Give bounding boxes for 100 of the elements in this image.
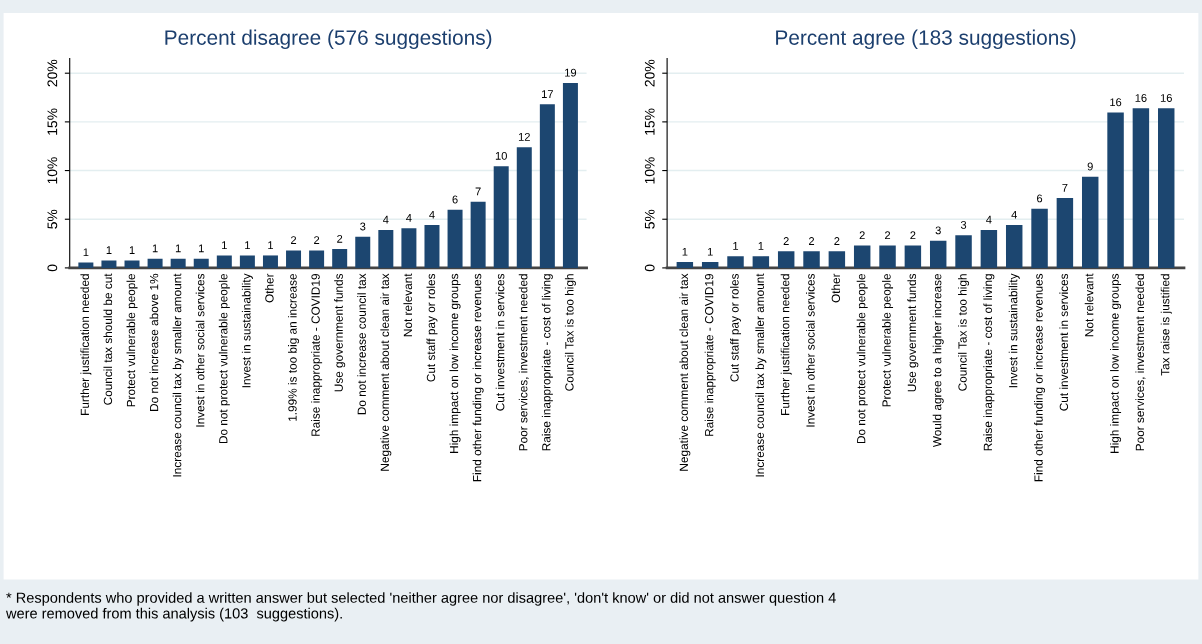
data-label: 6 (452, 195, 458, 204)
bar (401, 228, 417, 268)
bar (1132, 108, 1150, 268)
x-tick-label: Raise inappropriate - cost of living (541, 274, 553, 451)
x-tick-label: Invest in other social services (195, 273, 205, 427)
data-label: 10 (495, 151, 507, 160)
bar (980, 229, 998, 268)
data-label: 2 (314, 236, 320, 244)
x-tick-label: Council Tax is too high (564, 274, 576, 391)
x-tick-label: Raise inappropriate - cost of living (983, 274, 995, 451)
bar (727, 256, 744, 268)
data-label: 16 (1110, 98, 1122, 107)
data-label: 2 (337, 234, 343, 243)
x-tick-label: Poor services, investment needed (518, 274, 529, 451)
bar (777, 251, 795, 268)
y-tick-label: 10% (47, 157, 58, 184)
x-tick-label: Further justification needed (80, 274, 92, 415)
data-label: 6 (1037, 194, 1043, 203)
x-tick-label: High impact on low income groups (449, 273, 461, 453)
bar (879, 245, 896, 268)
bar (516, 147, 532, 268)
bar (424, 225, 440, 268)
bar (101, 260, 117, 268)
bar (147, 258, 163, 268)
x-tick-label: Invest in sustainability (1008, 273, 1020, 388)
x-tick-label: Cut investment in services (1059, 273, 1069, 411)
x-tick-label: Do not increase above 1% (149, 273, 159, 411)
bar (701, 262, 719, 268)
data-label: 1 (152, 244, 158, 253)
bar (170, 258, 186, 268)
data-label: 4 (383, 215, 389, 224)
y-tick-label: 20% (644, 59, 655, 87)
x-tick-label: Council Tax is too high (958, 274, 970, 391)
x-tick-label: Cut staff pay or roles (426, 273, 438, 382)
data-label: 1 (733, 242, 739, 250)
data-label: 2 (885, 231, 891, 240)
x-tick-label: Other (831, 273, 841, 303)
data-label: 7 (1062, 183, 1068, 192)
data-label: 1 (682, 247, 688, 256)
bar (470, 201, 486, 268)
x-tick-label: Poor services, investment needed (1135, 274, 1146, 451)
x-tick-label: Increase council tax by smaller amount (755, 273, 767, 477)
x-tick-label: Find other funding or increase revenues (472, 273, 484, 482)
data-label: 2 (783, 237, 789, 245)
y-tick-label: 15% (644, 108, 655, 135)
y-tick-label: 20% (47, 59, 58, 87)
data-label: 16 (1160, 94, 1172, 102)
x-tick-label: High impact on low income groups (1110, 273, 1122, 453)
data-label: 2 (910, 231, 916, 240)
x-tick-label: Raise inappropriate - COVID19 (311, 274, 323, 436)
data-label: 2 (834, 237, 840, 245)
data-label: 4 (986, 215, 992, 224)
bar (239, 255, 255, 268)
data-label: 2 (291, 236, 297, 244)
bar (378, 229, 394, 268)
bar (752, 256, 770, 268)
bar (562, 82, 578, 268)
y-tick-label: 10% (644, 157, 655, 184)
x-tick-label: Negative comment about clean air tax (380, 273, 392, 471)
x-tick-label: Do not protect vulnerable people (856, 273, 868, 444)
data-label: 1 (707, 247, 713, 256)
x-tick-label: Cut investment in services (495, 273, 505, 411)
bar (286, 250, 302, 268)
chart-title: Percent agree (183 suggestions) (776, 29, 1076, 50)
data-label: 9 (1087, 162, 1093, 171)
data-label: 1 (83, 248, 89, 257)
data-label: 4 (1011, 210, 1017, 219)
x-tick-label: Not relevant (403, 273, 413, 337)
x-tick-label: Invest in other social services (806, 273, 815, 427)
x-tick-label: Find other funding or increase revenues (1034, 273, 1046, 482)
x-tick-label: Do not increase council tax (357, 273, 366, 415)
x-tick-label: Do not protect vulnerable people (218, 273, 230, 444)
bar (853, 245, 871, 268)
data-label: 1 (268, 241, 274, 249)
bar (955, 235, 972, 268)
data-label: 19 (565, 68, 577, 77)
data-label: 1 (175, 244, 181, 253)
x-tick-label: Council tax should be cut (103, 273, 113, 405)
chart-title: Percent disagree (576 suggestions) (165, 29, 492, 50)
data-label: 3 (960, 220, 967, 229)
x-tick-label: Negative comment about clean air tax (679, 273, 691, 471)
text: * Respondents who provided a written answer but selected 'neither agree nor disagree', 'don't know' or did not answer question 4 were removed from this analysis (103 suggestions). (5, 592, 836, 622)
bar (262, 255, 278, 268)
bar (1005, 225, 1023, 268)
x-tick-label: Protect vulnerable people (882, 273, 894, 407)
bar (1081, 176, 1099, 268)
data-label: 1 (106, 246, 112, 254)
bar (539, 104, 555, 268)
bar (1031, 208, 1048, 268)
bar (78, 262, 94, 268)
data-label: 1 (222, 241, 227, 249)
x-tick-label: Invest in sustainability (241, 273, 253, 388)
data-label: 4 (406, 214, 412, 222)
bar (676, 262, 694, 268)
bar (828, 251, 846, 268)
x-tick-label: Further justification needed (780, 274, 792, 415)
bar (904, 245, 922, 268)
data-label: 2 (809, 237, 815, 245)
data-label: 1 (758, 242, 764, 250)
y-tick-label: 5% (644, 209, 655, 229)
